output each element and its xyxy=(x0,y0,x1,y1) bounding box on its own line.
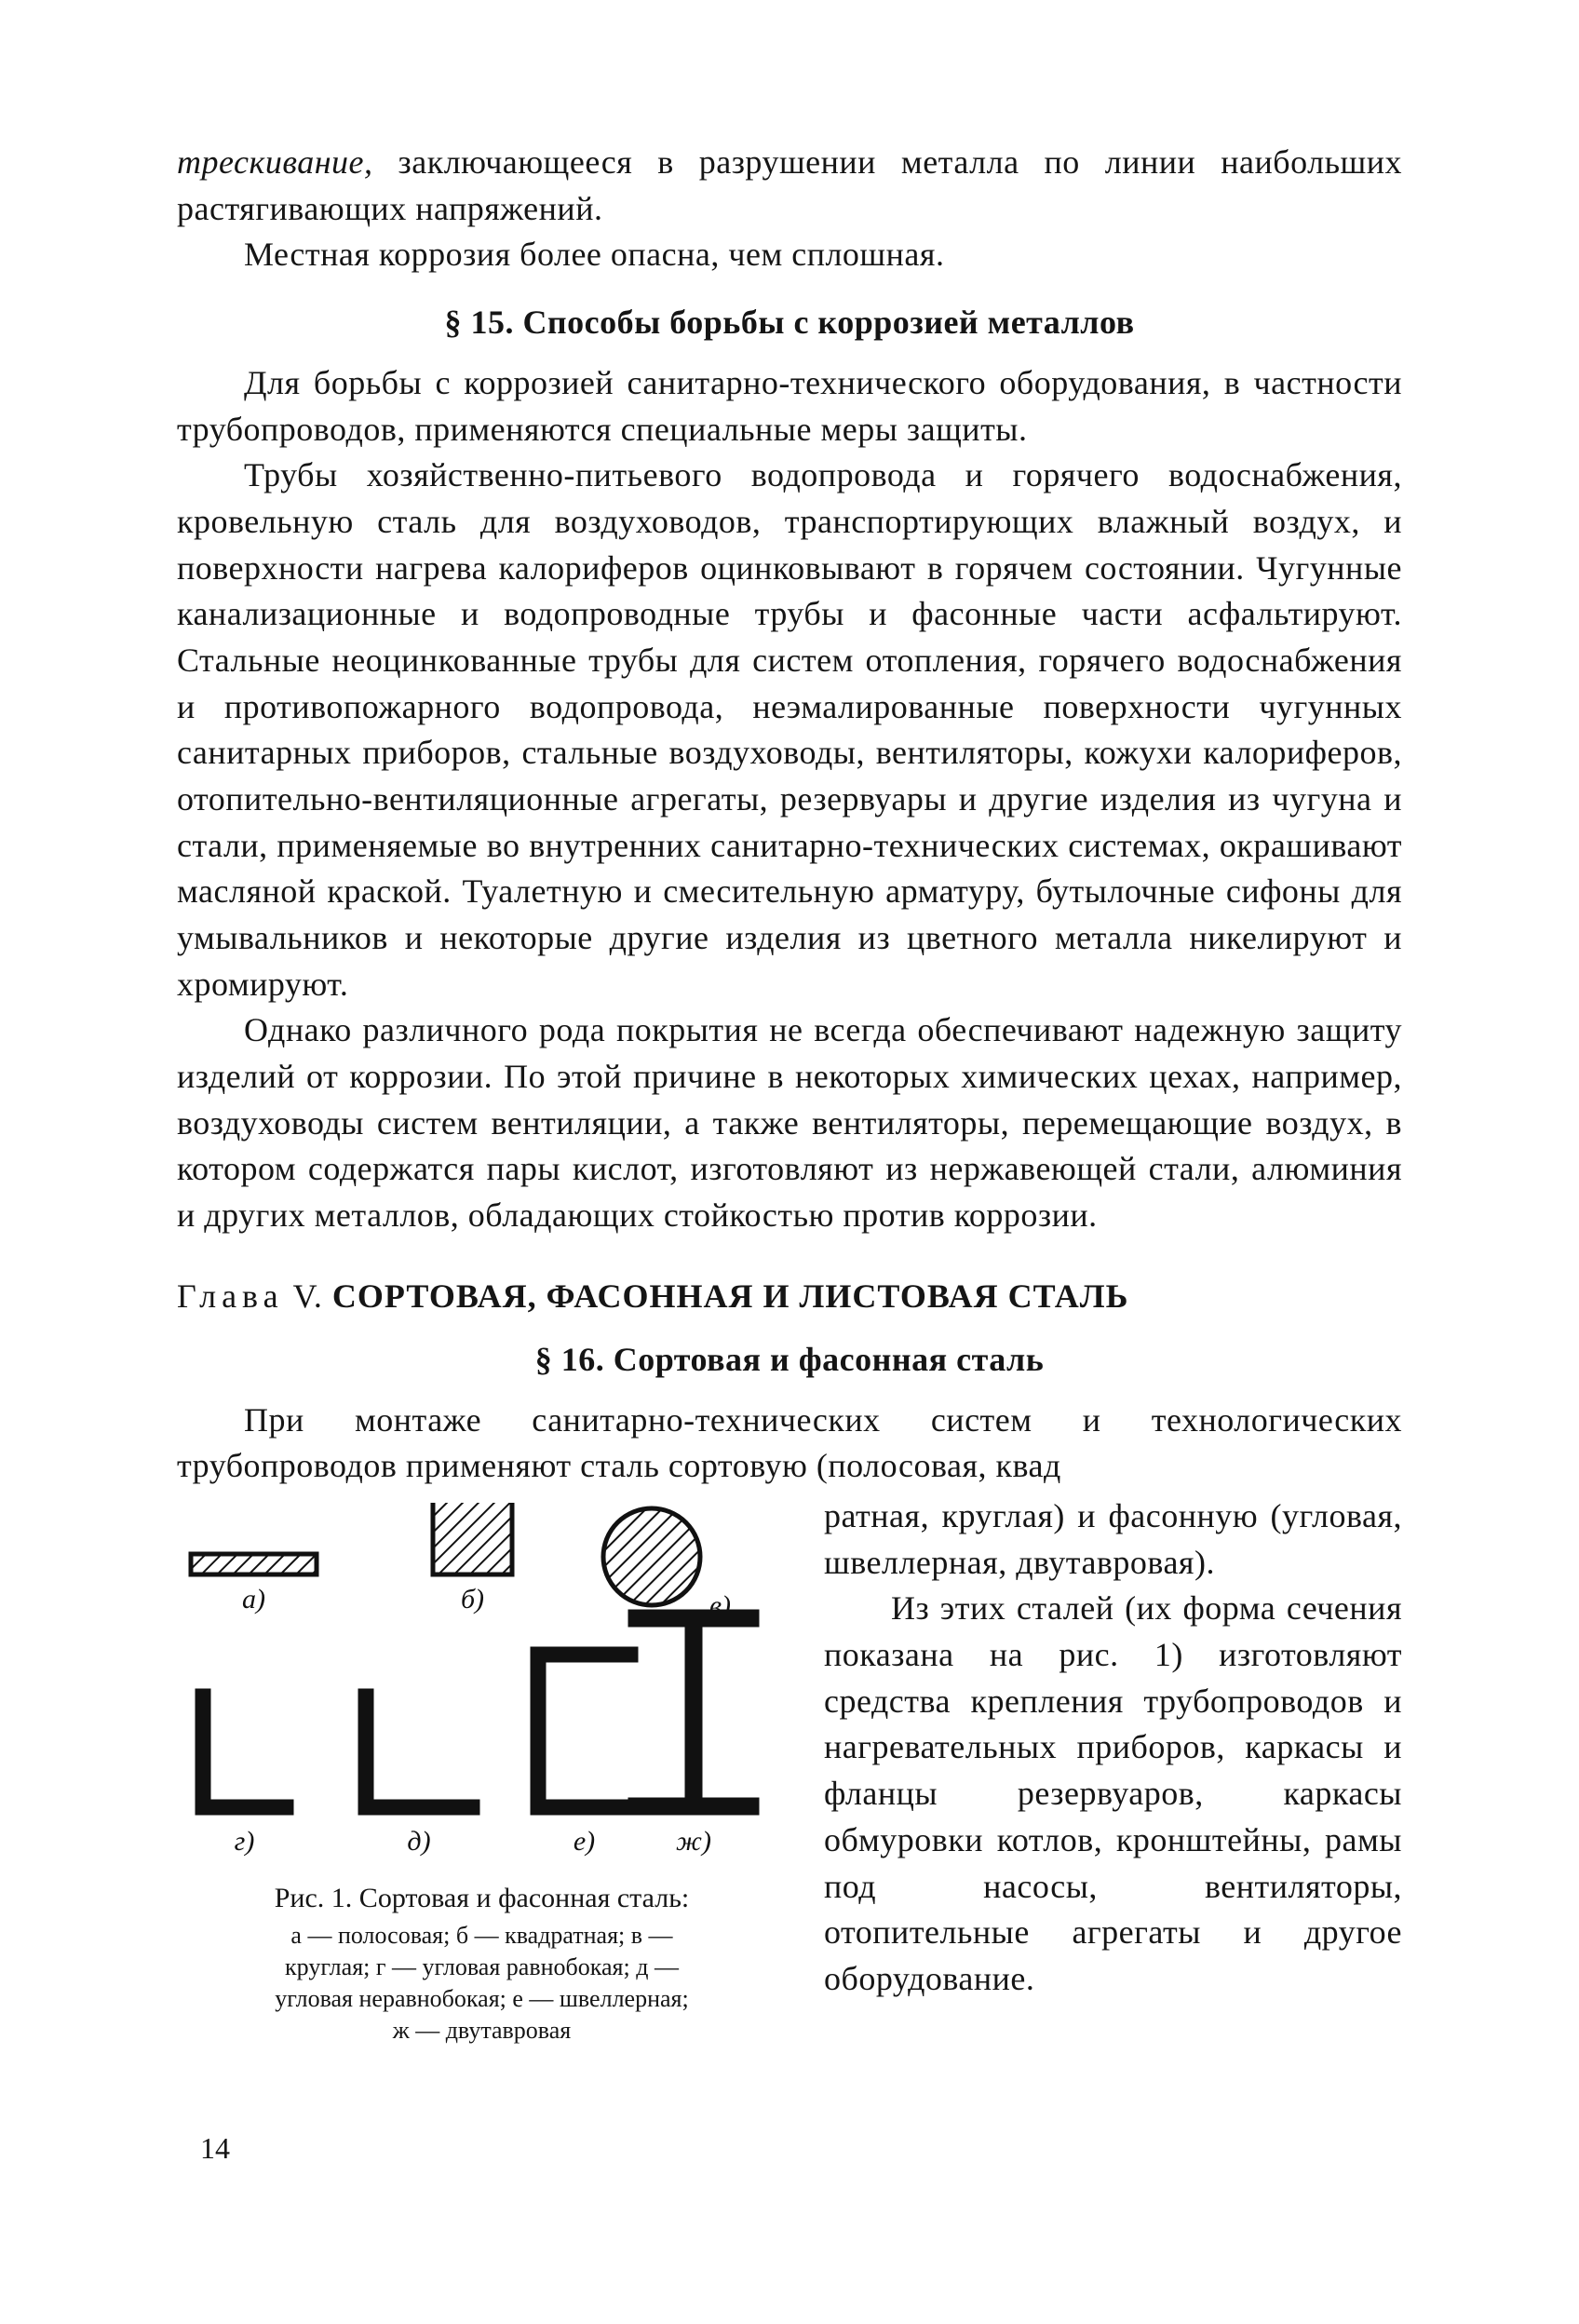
intro-block: трескивание, заключающееся в разрушении … xyxy=(177,140,1402,278)
chapter-roman: V. xyxy=(293,1277,323,1315)
figure-1: а)б)в)г)д)е)ж) Рис. 1. Сортовая и фасонн… xyxy=(177,1503,787,2046)
s16-p1-start: При монтаже санитарно-технических систем… xyxy=(177,1398,1402,1490)
intro-p2: Местная коррозия более опасна, чем сплош… xyxy=(177,232,1402,278)
svg-text:г): г) xyxy=(235,1826,255,1857)
svg-text:д): д) xyxy=(407,1826,430,1857)
intro-italic: трескивание, xyxy=(177,143,373,181)
section-16-heading: § 16. Сортовая и фасонная сталь xyxy=(177,1340,1402,1379)
figure-caption: Рис. 1. Сортовая и фасонная сталь: xyxy=(177,1883,787,1914)
section-15-body: Для борьбы с коррозией санитарно-техниче… xyxy=(177,360,1402,1239)
figure-1-svg: а)б)в)г)д)е)ж) xyxy=(177,1503,787,1875)
s15-p2: Трубы хозяйственно-питьевого водопровода… xyxy=(177,453,1402,1007)
s15-p1: Для борьбы с коррозией санитарно-техниче… xyxy=(177,360,1402,453)
section-15-heading: § 15. Способы борьбы с коррозией металло… xyxy=(177,303,1402,342)
figure-legend: а — полосовая; б — квадратная; в — кругл… xyxy=(177,1920,787,2046)
svg-text:е): е) xyxy=(574,1826,595,1857)
page-number: 14 xyxy=(200,2131,230,2166)
section-16-lead: При монтаже санитарно-технических систем… xyxy=(177,1398,1402,1490)
chapter-title: СОРТОВАЯ, ФАСОННАЯ И ЛИСТОВАЯ СТАЛЬ xyxy=(332,1277,1129,1315)
legend-line-4: ж — двутавровая xyxy=(393,2017,572,2044)
svg-text:ж): ж) xyxy=(676,1826,711,1857)
legend-line-1: а — полосовая; б — квадратная; в — xyxy=(290,1922,672,1949)
svg-text:б): б) xyxy=(461,1584,484,1615)
legend-line-3: угловая неравнобокая; е — швеллерная; xyxy=(275,1985,688,2012)
chapter-label: Глава xyxy=(177,1277,284,1315)
legend-line-2: круглая; г — угловая равнобокая; д — xyxy=(285,1953,679,1980)
svg-text:а): а) xyxy=(242,1584,265,1615)
s15-p3: Однако различного рода покрытия не всегд… xyxy=(177,1007,1402,1238)
chapter-5-heading: Глава V. СОРТОВАЯ, ФАСОННАЯ И ЛИСТОВАЯ С… xyxy=(177,1277,1402,1316)
intro-p1: трескивание, заключающееся в разрушении … xyxy=(177,140,1402,232)
